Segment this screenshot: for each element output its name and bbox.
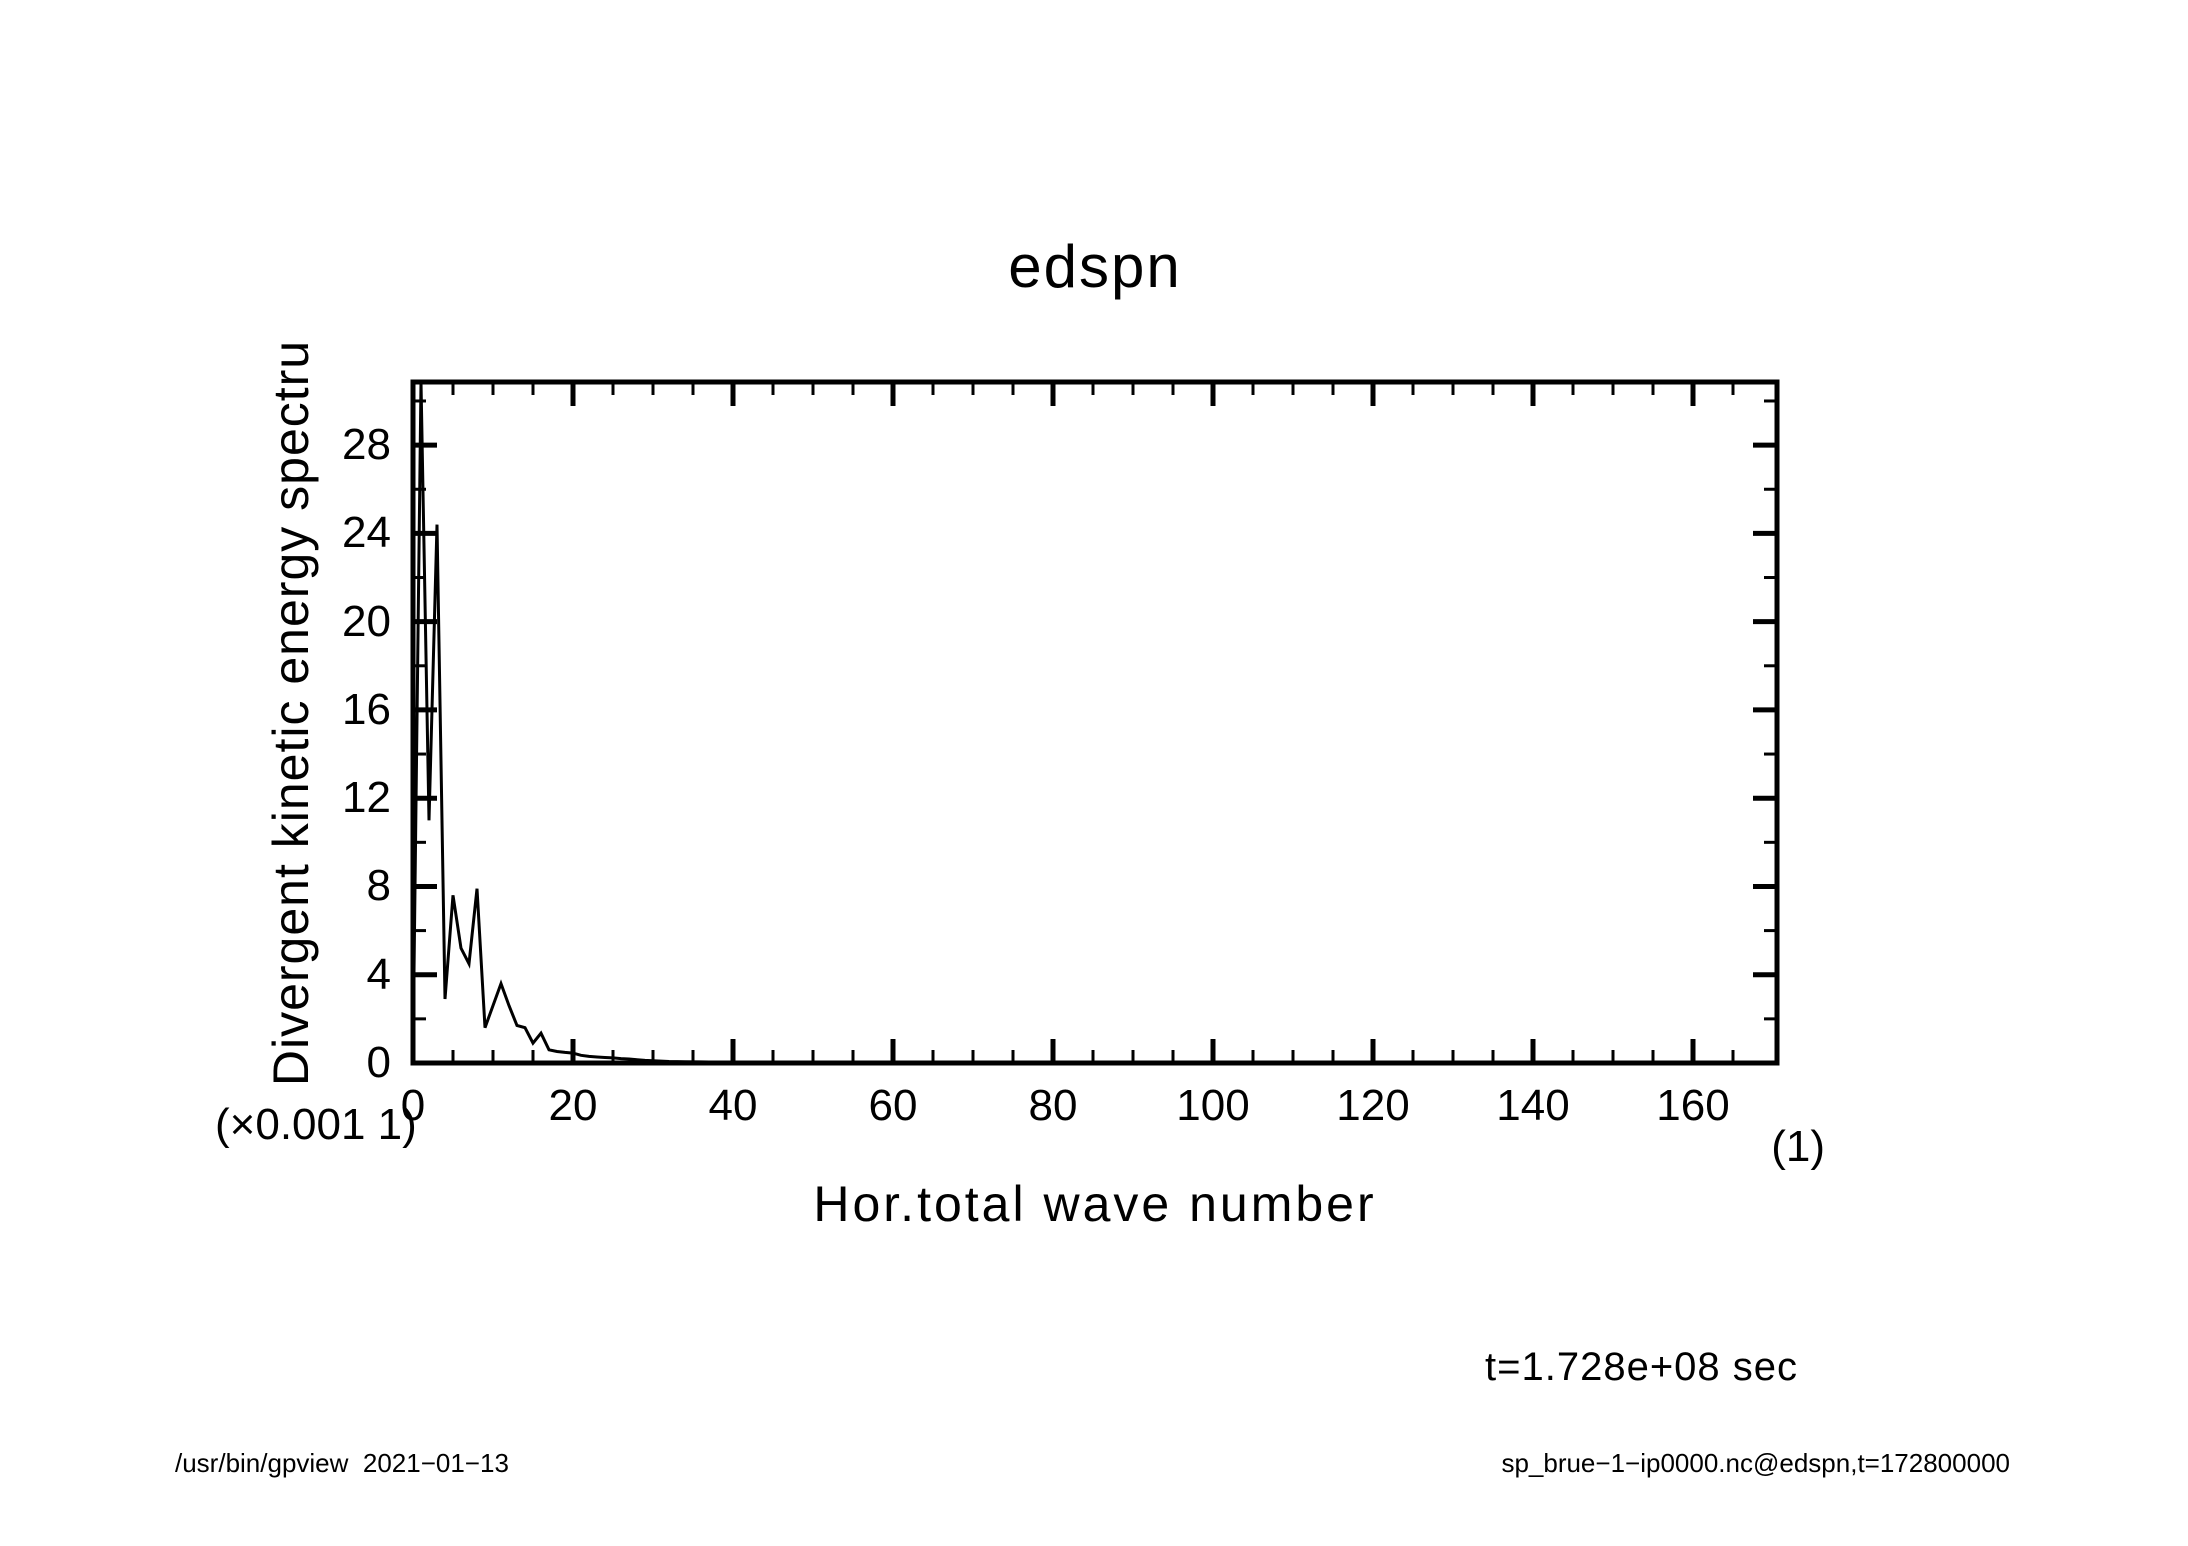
y-tick-label: 28 <box>342 420 391 470</box>
x-tick-label: 60 <box>868 1081 918 1130</box>
y-tick-label: 24 <box>342 508 391 558</box>
y-tick-label: 12 <box>342 773 391 823</box>
y-tick-label: 20 <box>342 596 391 646</box>
x-tick-label: 100 <box>1176 1081 1250 1130</box>
y-tick-label: 0 <box>366 1038 391 1087</box>
footer-program-and-date: /usr/bin/gpview 2021−01−13 <box>175 1448 509 1478</box>
time-annotation: t=1.728e+08 sec <box>1485 1345 1799 1389</box>
x-tick-label: 160 <box>1656 1081 1730 1130</box>
x-tick-label: 20 <box>548 1081 598 1130</box>
x-tick-label: 80 <box>1028 1081 1078 1130</box>
spectrum-line-series <box>411 381 1773 1065</box>
x-tick-label: 0 <box>400 1081 426 1130</box>
x-tick-label: 40 <box>708 1081 758 1130</box>
x-axis-title: Hor.total wave number <box>813 1176 1377 1232</box>
x-axis-unit-label: (1) <box>1771 1122 1825 1171</box>
y-axis-scale-factor-label: (×0.001 1) <box>215 1100 417 1149</box>
x-tick-label: 140 <box>1496 1081 1570 1130</box>
y-tick-label: 8 <box>366 861 391 911</box>
y-tick-label: 16 <box>342 684 391 734</box>
y-tick-label: 4 <box>366 949 391 999</box>
x-tick-label: 120 <box>1336 1081 1410 1130</box>
chart-title: edspn <box>1008 233 1182 300</box>
footer-source-file: sp_brue−1−ip0000.nc@edspn,t=172800000 <box>1501 1448 2010 1478</box>
plot-frame <box>410 379 1780 1066</box>
